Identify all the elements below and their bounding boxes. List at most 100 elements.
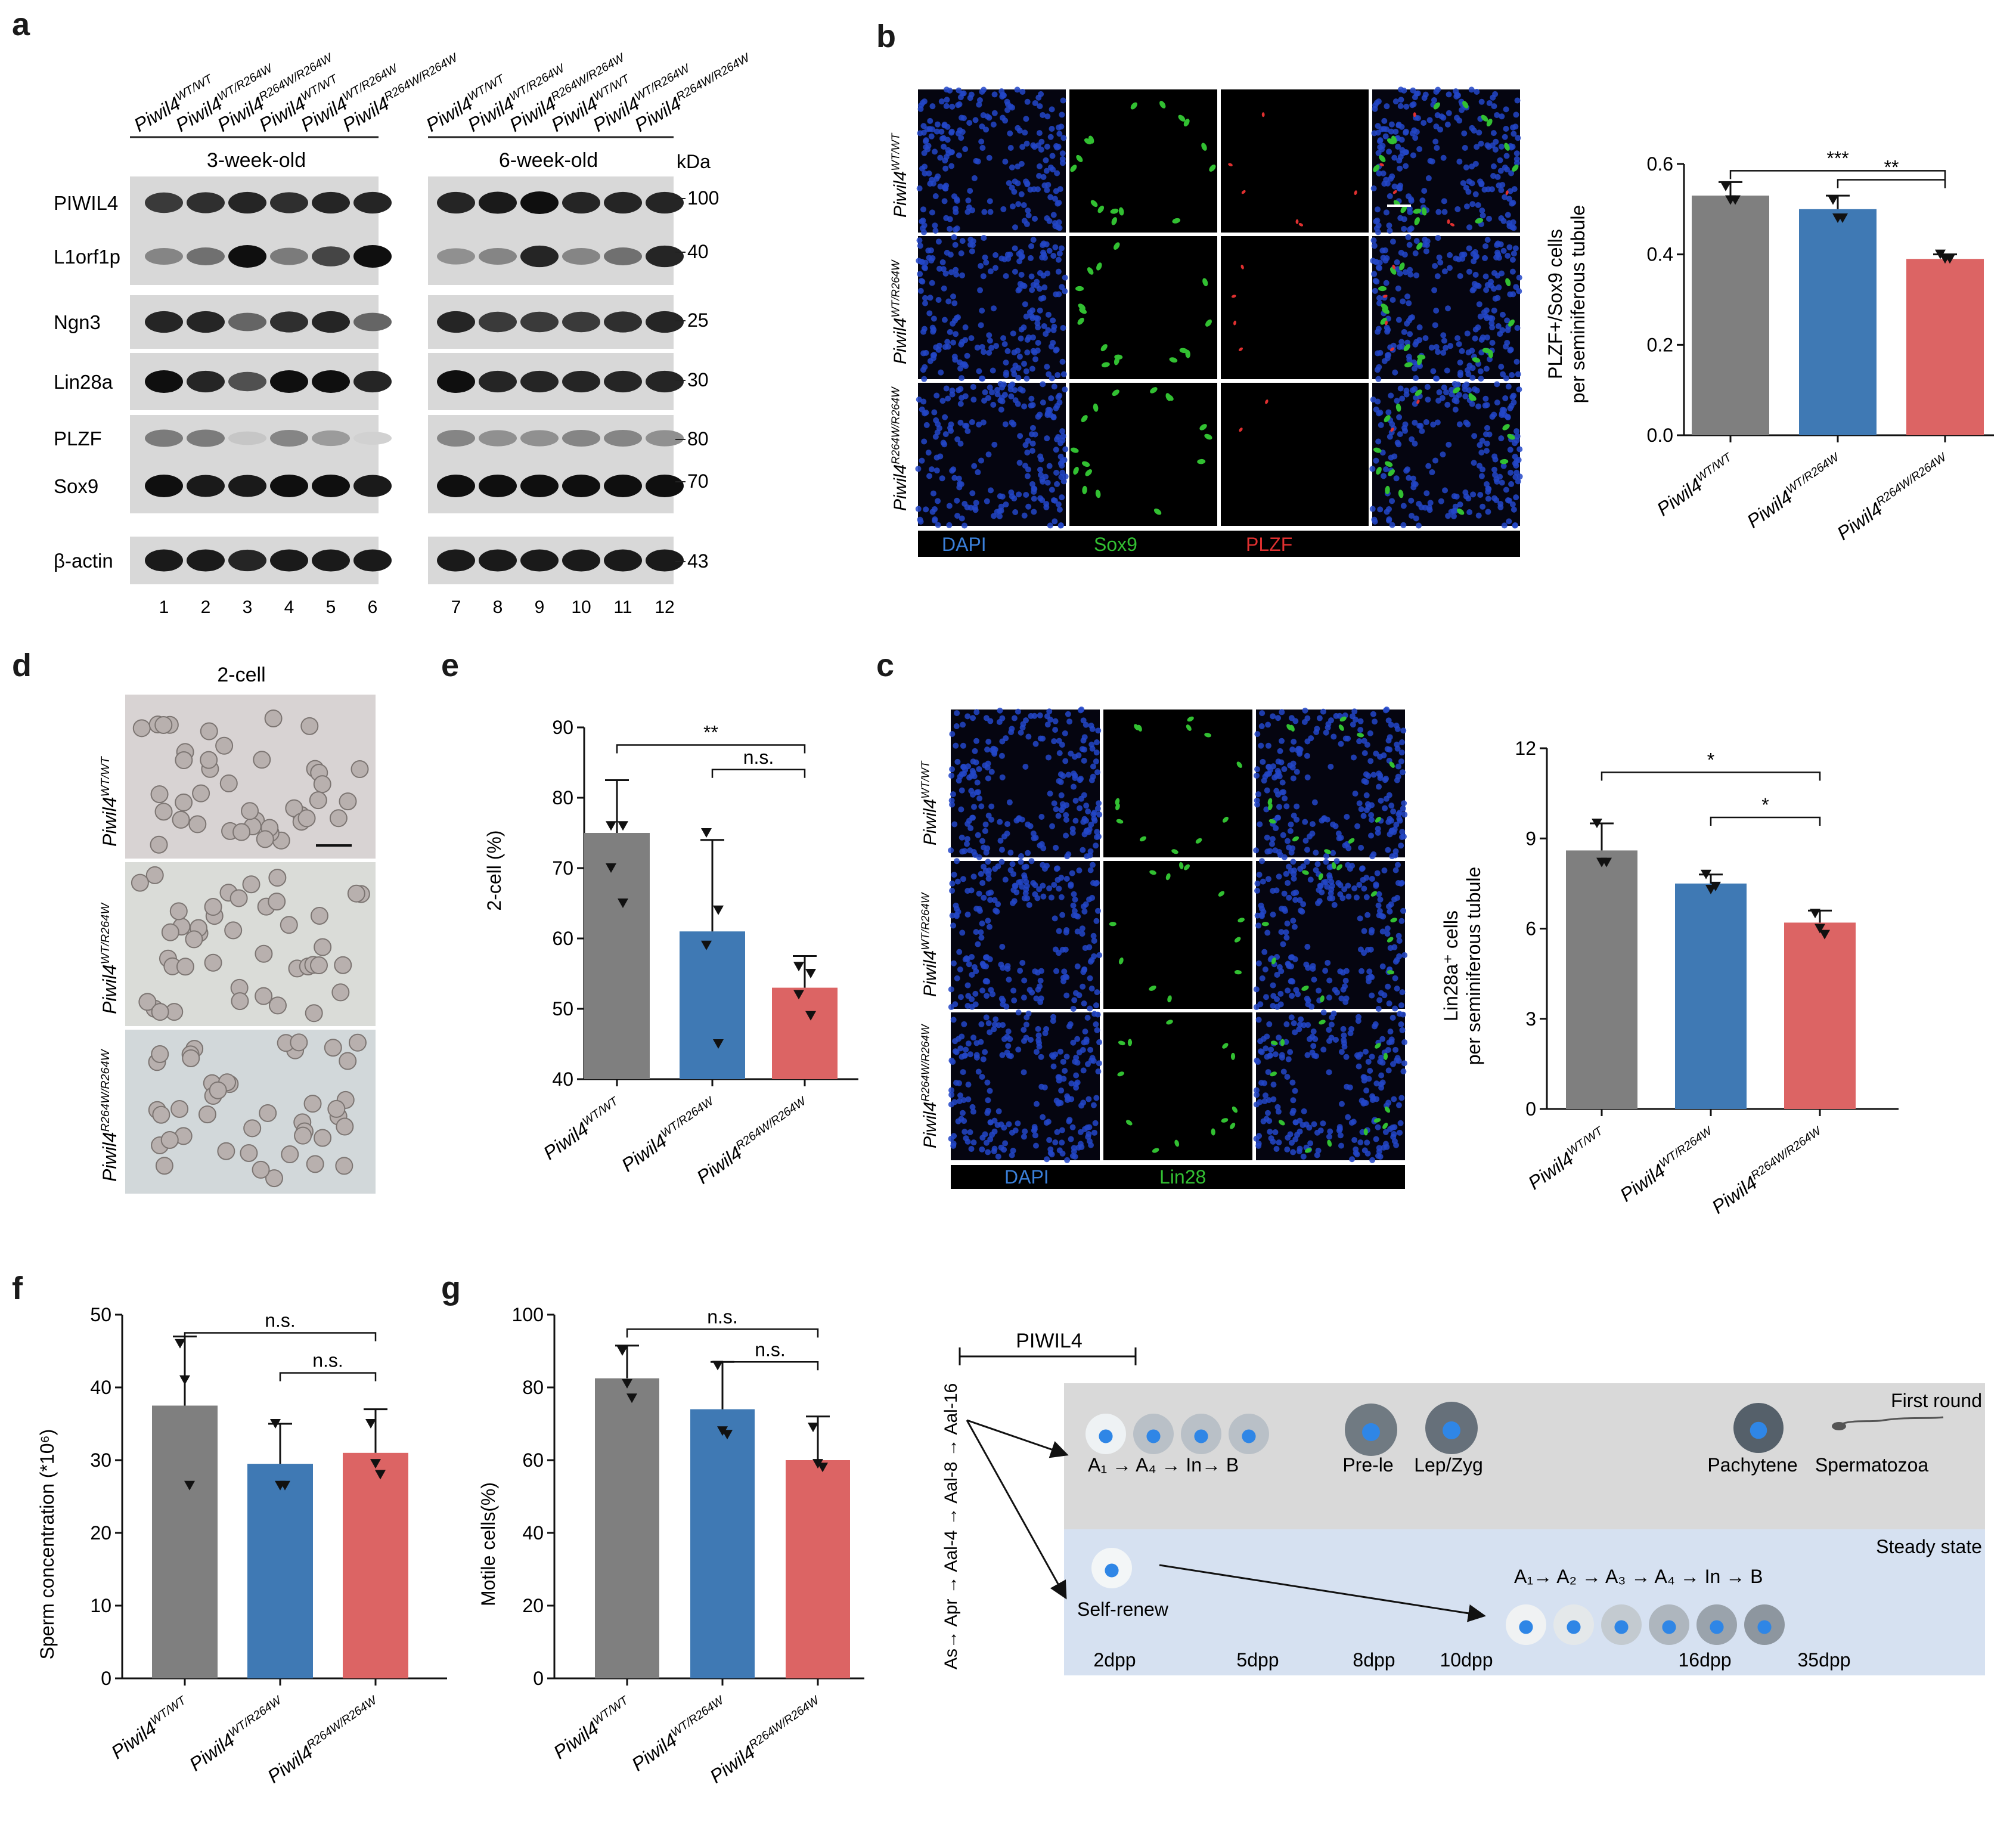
lane-number: 12 — [655, 597, 674, 617]
cell-signal — [1167, 995, 1172, 1003]
embryo — [255, 944, 273, 963]
blot-band — [312, 430, 350, 447]
data-point — [606, 821, 616, 831]
self-renew-label: Self-renew — [1077, 1598, 1169, 1620]
cell-signal — [1197, 458, 1206, 464]
lane-number: 9 — [535, 597, 545, 617]
blot-band — [145, 192, 183, 213]
embryo — [290, 1033, 308, 1052]
cell-signal — [1304, 1148, 1312, 1153]
cell-signal — [1201, 142, 1207, 151]
e-ylabel: 2-cell (%) — [483, 830, 505, 910]
cell-signal — [1114, 354, 1123, 360]
blot-band — [562, 247, 600, 265]
blot-band — [646, 549, 684, 572]
cell-signal — [1085, 469, 1092, 476]
embryo — [161, 923, 179, 941]
embryo — [154, 715, 173, 734]
first-round-chain: A₁ → A₄ → In→ B — [1088, 1454, 1239, 1476]
cell-signal — [1378, 286, 1387, 292]
blot-band — [270, 192, 308, 213]
cell-signal — [1073, 466, 1079, 475]
cell-signal — [1376, 466, 1382, 475]
b-image-r1-c1 — [1069, 236, 1217, 379]
significance-label: n.s. — [312, 1350, 343, 1371]
embryo — [309, 791, 327, 810]
blot-band — [520, 370, 559, 393]
embryo — [253, 751, 271, 769]
y-tick-label: 20 — [90, 1522, 111, 1544]
panel-label-b: b — [876, 18, 896, 54]
lane-number: 7 — [451, 597, 461, 617]
lane-number: 8 — [493, 597, 503, 617]
b-image-r2-c1 — [1069, 383, 1217, 526]
cell-signal — [1268, 803, 1273, 810]
blot-band — [228, 431, 266, 445]
cell-signal — [1453, 387, 1460, 394]
cell-signal — [1392, 264, 1395, 269]
embryo — [305, 1004, 323, 1023]
embryo — [252, 1160, 270, 1179]
cell-signal — [1295, 219, 1299, 224]
cell-signal — [1363, 1128, 1368, 1136]
y-tick-label: 9 — [1525, 828, 1536, 849]
embryo — [297, 809, 316, 828]
embryo — [175, 751, 193, 770]
cell-signal — [1298, 223, 1304, 227]
blot-band — [270, 549, 308, 572]
d-image-1 — [125, 862, 376, 1026]
germ-cell-nucleus — [1242, 1429, 1256, 1443]
steady-state-band — [1064, 1529, 1985, 1675]
embryo — [334, 956, 352, 974]
cell-signal — [1301, 986, 1308, 991]
blot-row-label: PIWIL4 — [54, 192, 118, 214]
cell-signal — [1209, 165, 1216, 172]
lane-number: 5 — [326, 597, 336, 617]
y-tick-label: 30 — [90, 1449, 111, 1471]
c-ylabel-2: per seminiferous tubule — [1463, 867, 1484, 1065]
embryo — [131, 873, 149, 892]
embryo — [336, 1117, 354, 1136]
cell-signal — [1202, 278, 1208, 287]
embryo — [268, 893, 286, 911]
data-point — [701, 940, 712, 950]
data-point — [1730, 195, 1741, 205]
cell-signal — [1116, 819, 1124, 824]
data-point — [184, 1480, 195, 1491]
cell-signal — [1179, 348, 1188, 354]
blot-band — [228, 475, 266, 497]
cell-signal — [1508, 319, 1515, 327]
cell-signal — [1268, 819, 1276, 824]
cell-signal — [1512, 165, 1519, 172]
b-image-r0-c1 — [1069, 89, 1217, 233]
b-row-genotype: Piwil4WT/R264W — [889, 259, 910, 364]
c-image-r2-c1 — [1103, 1012, 1252, 1160]
d-title: 2-cell — [217, 664, 265, 686]
x-tick-label: Piwil4R264W/R264W — [1833, 450, 1955, 544]
cell-signal — [1109, 922, 1116, 927]
d-row-genotype: Piwil4WT/WT — [99, 755, 120, 847]
cell-signal — [1241, 190, 1246, 194]
cell-signal — [1239, 427, 1243, 432]
spermatozoa-tail — [1838, 1416, 1944, 1426]
cell-signal — [1336, 864, 1342, 870]
cell-signal — [1388, 469, 1395, 476]
germ-cell-nucleus — [1146, 1429, 1161, 1443]
blot-band — [270, 370, 308, 393]
bar — [1784, 922, 1856, 1109]
y-tick-label: 0.0 — [1647, 425, 1673, 446]
significance-bracket — [184, 1332, 377, 1342]
embryo — [339, 1052, 357, 1070]
data-point — [617, 1346, 628, 1356]
embryo — [348, 1033, 367, 1052]
y-tick-label: 40 — [522, 1522, 544, 1544]
cell-signal — [1265, 399, 1268, 404]
blot-band — [228, 191, 266, 214]
blot-band — [270, 475, 308, 497]
first-round-label: First round — [1891, 1390, 1982, 1411]
embryo — [265, 1169, 283, 1188]
blot-band — [437, 311, 475, 333]
bar — [1675, 883, 1747, 1109]
data-point — [1720, 181, 1731, 191]
bar — [595, 1378, 659, 1678]
